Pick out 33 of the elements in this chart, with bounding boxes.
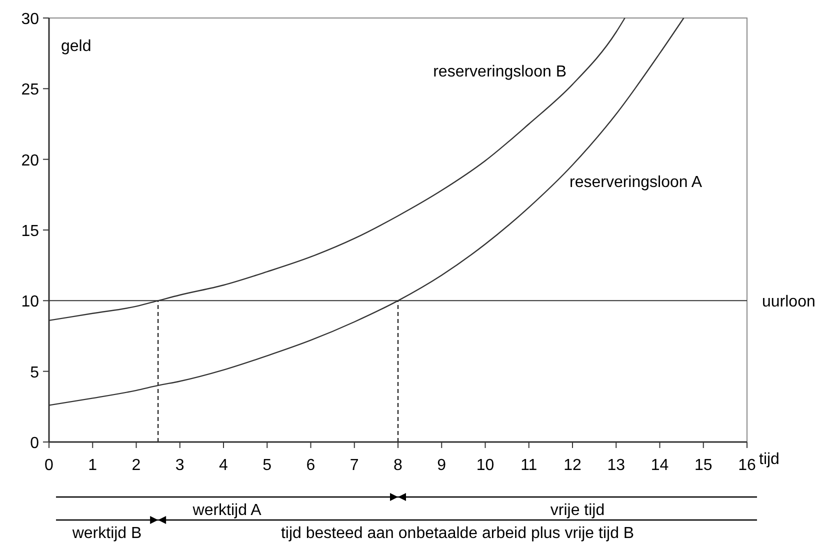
- text: werktijd A: [192, 502, 262, 519]
- y-tick-label: 10: [21, 294, 40, 311]
- ref-line-label: uurloon: [762, 294, 816, 311]
- text: vrije tijd: [550, 502, 605, 519]
- x-tick-label: 11: [520, 457, 538, 474]
- x-tick-label: 10: [476, 457, 494, 474]
- series-label: reserveringsloon A: [570, 174, 702, 191]
- text: werktijd B: [71, 525, 142, 542]
- x-tick-label: 2: [132, 457, 141, 474]
- text: tijd besteed aan onbetaalde arbeid plus vrije tijd B: [280, 525, 634, 542]
- y-axis-title: geld: [61, 38, 92, 55]
- x-tick-label: 0: [44, 457, 54, 474]
- y-tick-label: 20: [21, 152, 40, 170]
- x-tick-label: 5: [262, 457, 272, 474]
- x-tick-label: 3: [175, 457, 184, 474]
- x-tick-label: 9: [437, 457, 446, 474]
- y-tick-label: 25: [21, 82, 40, 99]
- x-tick-label: 6: [306, 457, 316, 474]
- x-tick-label: 7: [350, 457, 359, 474]
- x-tick-label: 1: [88, 457, 98, 474]
- x-tick-label: 8: [394, 457, 403, 474]
- y-tick-label: 5: [30, 364, 40, 382]
- series-label: reserveringsloon B: [433, 63, 566, 80]
- x-tick-label: 14: [650, 457, 669, 474]
- y-tick-label: 0: [30, 435, 40, 452]
- x-axis-title: tijd: [759, 451, 780, 468]
- x-tick-label: 13: [607, 457, 626, 474]
- x-tick-label: 15: [694, 457, 712, 474]
- x-tick-label: 4: [219, 457, 228, 474]
- x-tick-label: 16: [738, 457, 756, 474]
- x-tick-label: 12: [564, 457, 582, 474]
- y-tick-label: 15: [21, 223, 40, 240]
- y-tick-label: 30: [21, 11, 40, 28]
